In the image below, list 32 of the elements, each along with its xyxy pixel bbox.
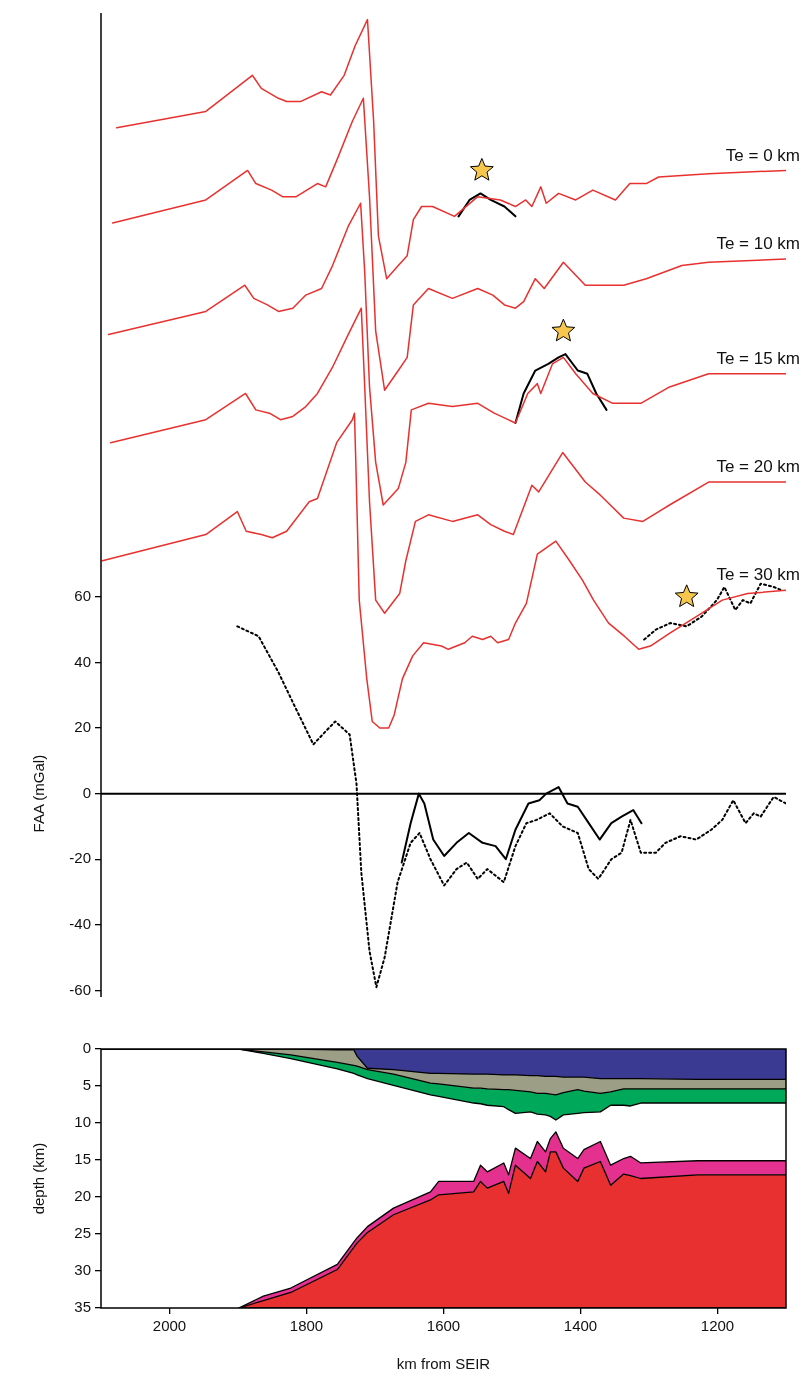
y-tick-label: 30 [74, 1261, 91, 1279]
y-tick-label: 20 [74, 718, 91, 736]
y-tick-label: 5 [82, 1076, 91, 1094]
series-label: Te = 30 km [716, 565, 800, 585]
y-tick-label: -60 [69, 980, 91, 998]
point [674, 584, 699, 608]
y-tick-label: 10 [74, 1113, 91, 1131]
series-label: Te = 10 km [716, 234, 800, 254]
x-tick-label: 1600 [426, 1317, 461, 1335]
y-axis-title: depth (km) [30, 1142, 48, 1215]
series-label: Te = 20 km [716, 457, 800, 477]
y-tick-label: 0 [82, 783, 91, 801]
x-tick-label: 1400 [563, 1317, 598, 1335]
y-tick-label: -20 [69, 849, 91, 867]
series-label: Te = 0 km [725, 145, 800, 165]
point [469, 157, 494, 181]
series-label: Te = 15 km [716, 348, 800, 368]
y-tick-label: 40 [74, 652, 91, 670]
x-tick-label: 1200 [700, 1317, 735, 1335]
y-tick-label: 15 [74, 1150, 91, 1168]
y-tick-label: 25 [74, 1224, 91, 1242]
y-tick-label: 60 [74, 586, 91, 604]
y-tick-label: 20 [74, 1187, 91, 1205]
x-tick-label: 1800 [289, 1317, 324, 1335]
y-axis-title: FAA (mGal) [30, 754, 48, 833]
y-tick-label: 0 [82, 1039, 91, 1057]
y-tick-label: -40 [69, 914, 91, 932]
y-tick-label: 35 [74, 1298, 91, 1316]
line-series [643, 582, 783, 641]
x-tick-label: 2000 [152, 1317, 187, 1335]
point [551, 318, 576, 342]
x-axis-title: km from SEIR [396, 1355, 491, 1373]
